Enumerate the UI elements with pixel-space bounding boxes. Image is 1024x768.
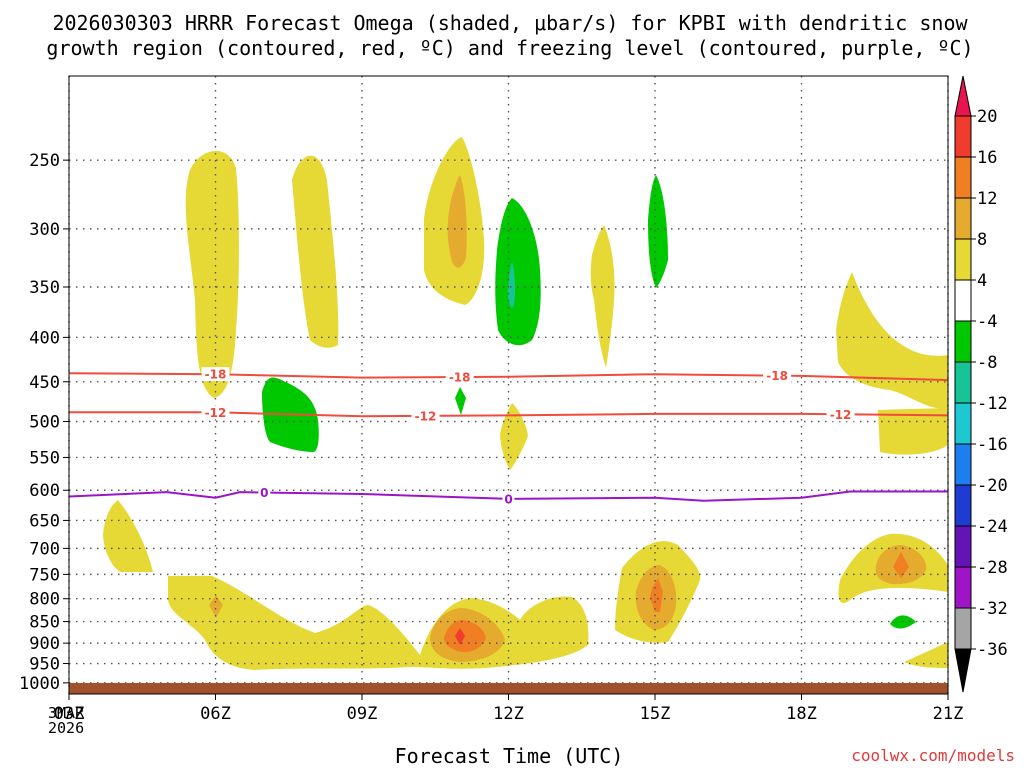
omega-descent-region-12: [508, 262, 516, 308]
minus12-isotherm-label-bg: [201, 405, 230, 420]
colorbar-bin: [954, 197, 972, 240]
minus18-isotherm-label-bg: [201, 367, 230, 382]
freezing-level-label-bg: [258, 485, 271, 500]
colorbar-bin: [954, 238, 972, 281]
freezing-level-label-bg: [502, 491, 515, 506]
colorbar-label: -16: [977, 435, 1008, 455]
minus18-isotherm-label: -18: [205, 368, 227, 382]
x-tick-label: 06Z: [200, 704, 231, 724]
freezing-level-label: 0: [260, 486, 268, 500]
watermark: coolwx.com/models: [851, 746, 1015, 765]
y-tick-label: 900: [29, 634, 60, 654]
minus18-isotherm-label-bg: [763, 368, 792, 383]
y-tick-label: 350: [29, 278, 60, 298]
minus12-isotherm-label: -12: [205, 406, 227, 420]
colorbar-label: -4: [977, 312, 997, 332]
omega-descent-region: [455, 387, 466, 415]
y-axis: 2503003504004505005506006507007508008509…: [19, 151, 69, 694]
minus12-isotherm-label: -12: [830, 408, 852, 422]
y-tick-label: 1000: [19, 674, 60, 694]
colorbar-bin: [954, 566, 972, 609]
omega-ascent-region: [878, 408, 948, 455]
omega-ascent-region-20: [455, 628, 465, 645]
colorbar-label: -32: [977, 599, 1008, 619]
freezing-level-label: 0: [504, 492, 512, 506]
x-date-line-2: 2026: [48, 719, 84, 737]
colorbar: 20 16 12 8 4 -4 -8 -12 -16 -20 -24 -28 -32 -36: [954, 75, 1008, 693]
omega-ascent-region: [500, 403, 528, 470]
ground-surface: [69, 683, 948, 694]
x-tick-label: 15Z: [640, 704, 671, 724]
omega-ascent-region: [904, 642, 948, 668]
x-tick-label: 03Z: [54, 704, 85, 724]
y-tick-label: 800: [29, 590, 60, 610]
ground-strip: [69, 683, 948, 694]
colorbar-bin: [954, 402, 972, 445]
x-tick-label: 21Z: [933, 704, 964, 724]
y-tick-label: 400: [29, 328, 60, 348]
omega-ascent-region-12: [209, 595, 223, 618]
y-tick-label: 650: [29, 511, 60, 531]
minus12-isotherm-label: -12: [415, 409, 437, 423]
colorbar-bin: [954, 484, 972, 527]
x-axis: 03Z 06Z 09Z 12Z 15Z 18Z 21Z: [54, 694, 964, 724]
x-tick-label: 18Z: [786, 704, 817, 724]
colorbar-label: 12: [977, 189, 997, 209]
omega-descent-region: [495, 198, 541, 346]
x-tick-label: 09Z: [347, 704, 378, 724]
colorbar-bin: [954, 320, 972, 363]
x-axis-label: Forecast Time (UTC): [395, 744, 624, 768]
x-tick-label: 12Z: [493, 704, 524, 724]
colorbar-bin: [954, 279, 972, 322]
colorbar-bin: [954, 156, 972, 199]
y-tick-label: 750: [29, 565, 60, 585]
colorbar-label: -20: [977, 476, 1008, 496]
y-tick-label: 950: [29, 655, 60, 675]
y-tick-label: 550: [29, 448, 60, 468]
colorbar-label: 8: [977, 230, 987, 250]
chart-title-line-2: growth region (contoured, red, ºC) and f…: [46, 36, 973, 60]
colorbar-label: -12: [977, 394, 1008, 414]
colorbar-bin: [954, 607, 972, 650]
omega-ascent-region: [103, 500, 153, 572]
omega-ascent-region: [185, 150, 239, 398]
omega-ascent-region: [292, 155, 339, 348]
omega-ascent-region: [836, 272, 948, 409]
y-tick-label: 450: [29, 373, 60, 393]
y-tick-label: 300: [29, 220, 60, 240]
colorbar-bin: [954, 525, 972, 568]
colorbar-label: 4: [977, 271, 987, 291]
omega-ascent-region-16: [444, 620, 486, 653]
y-tick-label: 500: [29, 412, 60, 432]
minus18-isotherm-label: -18: [449, 370, 471, 384]
colorbar-label: 16: [977, 148, 997, 168]
colorbar-label: -36: [977, 640, 1008, 660]
minus18-isotherm-label: -18: [766, 369, 788, 383]
colorbar-bin: [954, 443, 972, 486]
temperature-contours: -18 -18 -18 -12 -12 -12 0 0: [68, 367, 949, 506]
omega-ascent-region: [590, 225, 615, 368]
y-tick-label: 700: [29, 539, 60, 559]
y-tick-label: 600: [29, 481, 60, 501]
colorbar-label: 20: [977, 107, 997, 127]
omega-ascent-region-12: [447, 175, 467, 268]
minus18-isotherm-label-bg: [445, 369, 474, 384]
colorbar-label: -8: [977, 353, 997, 373]
omega-ascent-region-16: [893, 552, 909, 578]
colorbar-label: -28: [977, 558, 1008, 578]
omega-descent-region: [648, 175, 668, 288]
colorbar-bin: [954, 648, 972, 693]
minus12-isotherm-label-bg: [826, 407, 855, 422]
y-tick-label: 250: [29, 151, 60, 171]
chart-title-line-1: 2026030303 HRRR Forecast Omega (shaded, …: [52, 11, 968, 35]
x-date-line-1: 3MAR: [48, 704, 85, 722]
omega-ascent-region-16: [650, 578, 663, 612]
y-tick-label: 850: [29, 613, 60, 633]
colorbar-bin: [954, 115, 972, 158]
minus12-isotherm-label-bg: [411, 408, 440, 423]
colorbar-label: -24: [977, 517, 1008, 537]
colorbar-bin: [954, 361, 972, 404]
